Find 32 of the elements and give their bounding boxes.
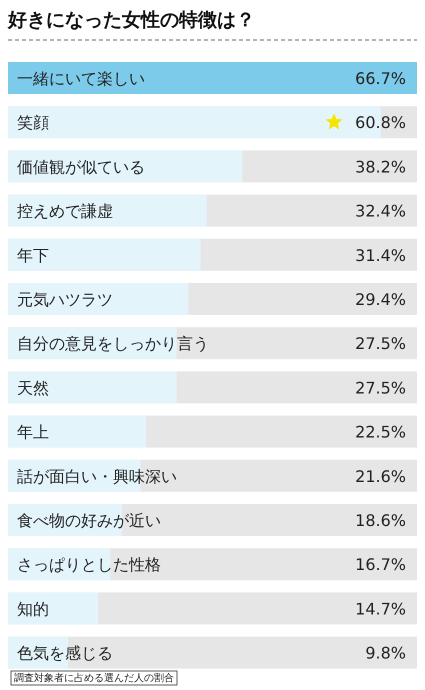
y-tick-label: 自分の意見をしっかり言う: [17, 334, 209, 354]
data-label: 16.7%: [355, 555, 406, 574]
y-tick-label: 控えめで謙虚: [17, 202, 113, 221]
y-tick-label: 年下: [17, 246, 49, 265]
data-label: 31.4%: [355, 246, 406, 265]
data-label: 27.5%: [355, 334, 406, 354]
y-tick-label: 食べ物の好みが近い: [17, 511, 161, 530]
data-label: 9.8%: [365, 644, 406, 663]
y-tick-label: 価値観が似ている: [17, 157, 145, 176]
data-label: 66.7%: [355, 69, 406, 88]
bar: [8, 548, 110, 580]
data-label: 60.8%: [355, 113, 406, 132]
y-tick-label: 笑顔: [17, 113, 49, 132]
data-label: 14.7%: [355, 599, 406, 618]
data-label: 27.5%: [355, 378, 406, 398]
bar: [8, 592, 98, 624]
data-label: 32.4%: [355, 202, 406, 221]
data-label: 18.6%: [355, 511, 406, 530]
y-tick-label: 話が面白い・興味深い: [17, 466, 177, 486]
annotation: 調査対象者に占める選んだ人の割合: [14, 672, 174, 684]
data-label: 38.2%: [355, 157, 406, 176]
y-tick-label: 元気ハツラツ: [17, 290, 113, 309]
y-tick-label: 知的: [17, 599, 49, 618]
data-label: 29.4%: [355, 290, 406, 309]
y-tick-label: 色気を感じる: [17, 644, 113, 663]
y-tick-label: さっぱりとした性格: [17, 555, 161, 574]
y-tick-label: 一緒にいて楽しい: [17, 69, 145, 88]
y-tick-label: 年上: [17, 422, 49, 442]
chart-title: 好きになった女性の特徴は？: [7, 9, 255, 31]
data-label: 21.6%: [355, 466, 406, 486]
y-tick-label: 天然: [17, 378, 49, 398]
data-label: 22.5%: [355, 422, 406, 442]
